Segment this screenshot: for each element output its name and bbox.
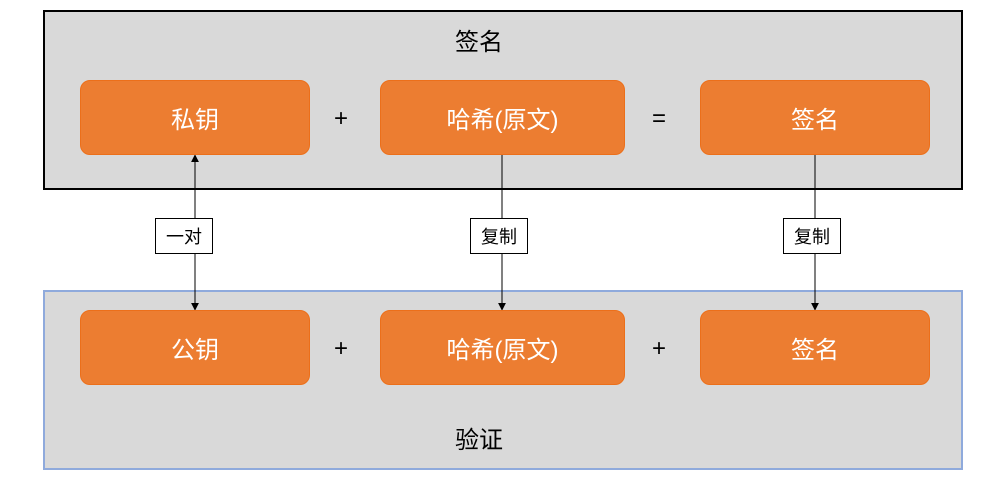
node-private-key: 私钥	[80, 80, 310, 155]
operator-plus-1: +	[334, 105, 348, 133]
edge-label-copy-hash: 复制	[470, 218, 528, 254]
diagram-canvas: 签名 验证 私钥 + 哈希(原文) = 签名 公钥 + 哈希(原文) + 签名 …	[0, 0, 1006, 500]
operator-plus-3: +	[652, 335, 666, 363]
node-signature-top: 签名	[700, 80, 930, 155]
signing-panel-title: 签名	[455, 22, 503, 57]
node-public-key: 公钥	[80, 310, 310, 385]
edge-label-pair: 一对	[155, 218, 213, 254]
node-signature-bottom: 签名	[700, 310, 930, 385]
node-hash-top: 哈希(原文)	[380, 80, 625, 155]
verify-panel-title: 验证	[455, 420, 503, 455]
edge-label-copy-sig: 复制	[783, 218, 841, 254]
operator-equals: =	[652, 105, 666, 133]
operator-plus-2: +	[334, 335, 348, 363]
node-hash-bottom: 哈希(原文)	[380, 310, 625, 385]
